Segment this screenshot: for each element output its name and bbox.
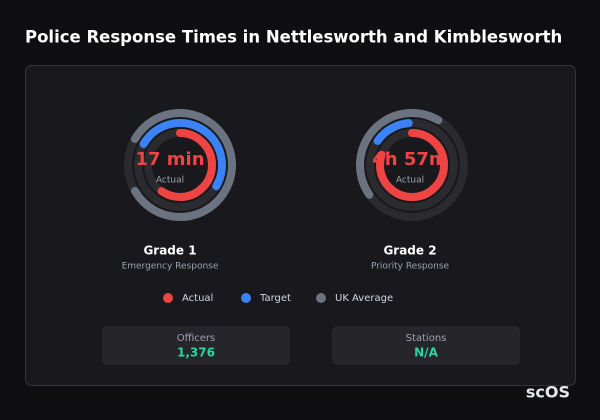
legend-swatch: [241, 293, 251, 303]
watermark: scOS: [526, 383, 570, 402]
uk-average-arc: [124, 109, 236, 221]
stat-box: [102, 326, 290, 365]
actual-arc: [376, 129, 448, 201]
gauge-subtitle: Priority Response: [371, 262, 450, 272]
gauge-caption: Actual: [156, 176, 184, 186]
legend-label: Actual: [182, 293, 213, 304]
gauge-value: 4h 57m: [372, 149, 447, 170]
gauge: [124, 109, 236, 221]
legend-swatch: [163, 293, 173, 303]
actual-arc: [144, 129, 216, 201]
stat-label: Officers: [177, 333, 216, 344]
stat-value: N/A: [414, 346, 438, 360]
gauge-grade: Grade 2: [383, 244, 436, 258]
uk-average-arc: [356, 109, 468, 221]
gauge-caption: Actual: [396, 176, 424, 186]
title: Police Response Times in Nettlesworth an…: [25, 28, 562, 47]
gauge-subtitle: Emergency Response: [122, 262, 219, 272]
gauge-grade: Grade 1: [143, 244, 196, 258]
gauge: [356, 109, 468, 221]
legend-label: UK Average: [335, 293, 393, 304]
gauge-value: 17 min: [135, 149, 204, 170]
legend-swatch: [316, 293, 326, 303]
stat-value: 1,376: [177, 346, 215, 360]
legend-label: Target: [259, 293, 291, 304]
target-arc: [366, 119, 458, 211]
target-arc: [134, 119, 226, 211]
stat-box: [332, 326, 520, 365]
stat-label: Stations: [406, 333, 447, 344]
